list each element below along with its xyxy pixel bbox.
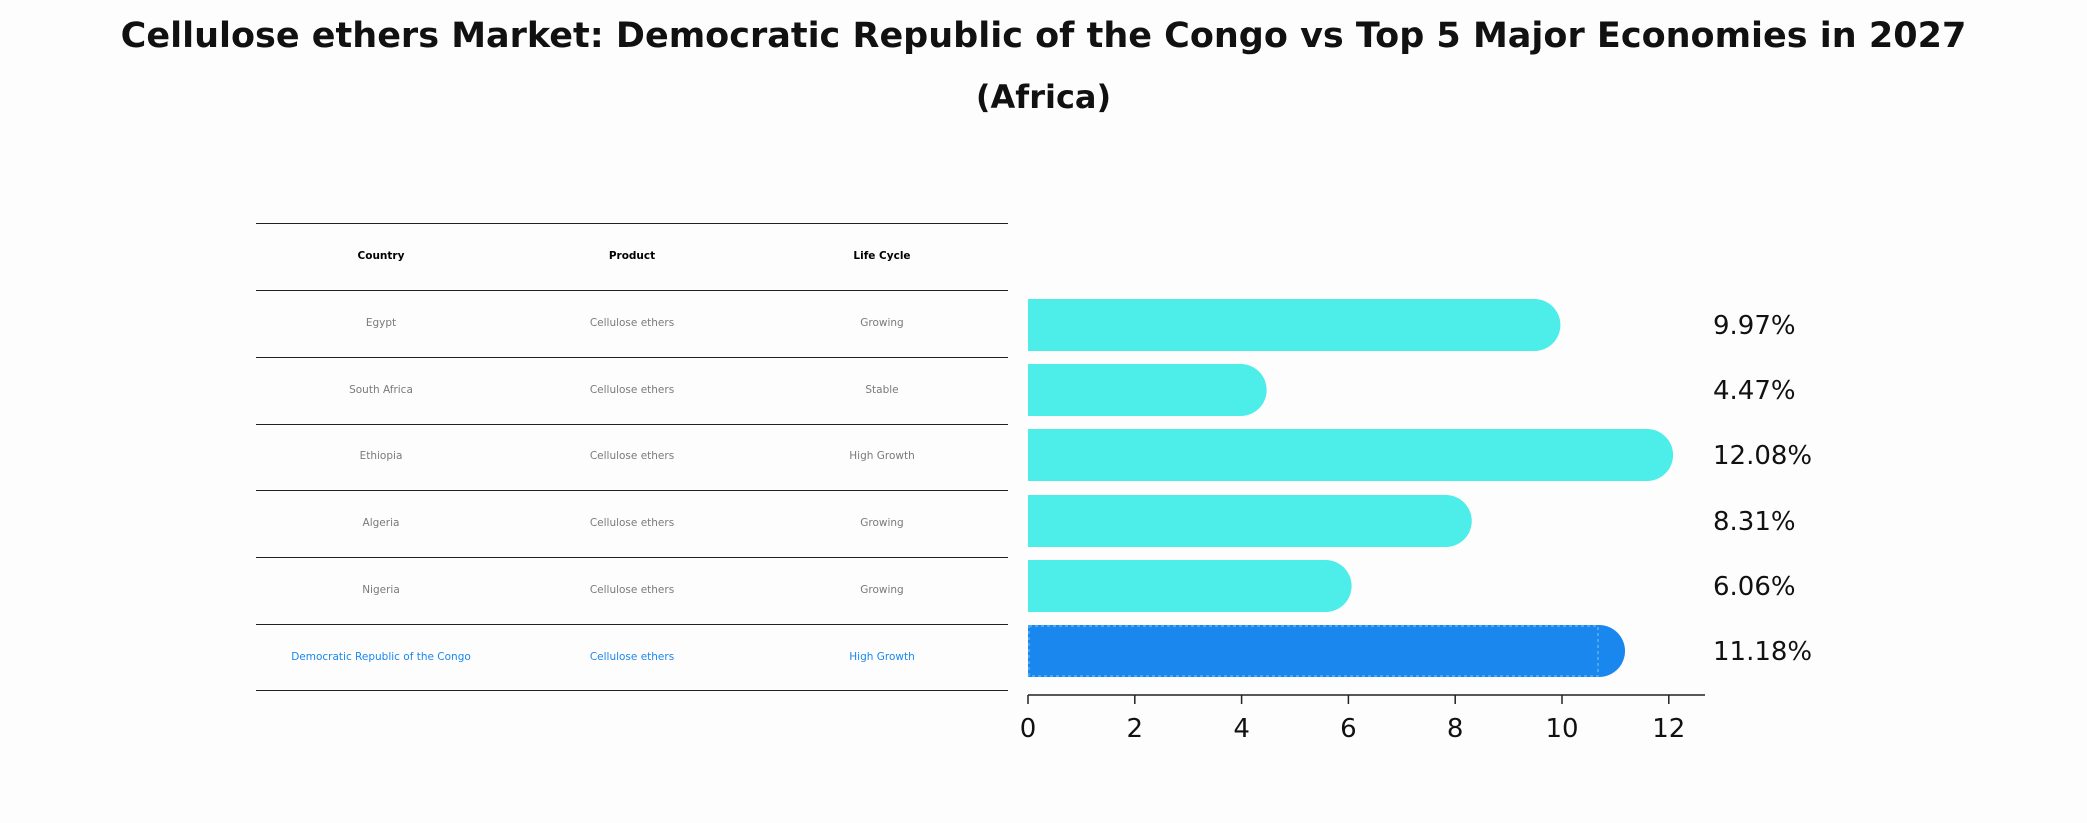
x-tick-label: 6	[1340, 714, 1357, 744]
table-cell-country: Democratic Republic of the Congo	[291, 651, 471, 663]
x-tick-label: 12	[1652, 714, 1685, 744]
table-header-cell: Life Cycle	[853, 250, 911, 262]
table-cell-product: Cellulose ethers	[589, 384, 675, 396]
x-tick-label: 2	[1127, 714, 1144, 744]
table-cell-country: Ethiopia	[359, 450, 403, 462]
x-tick-label: 8	[1447, 714, 1464, 744]
table-cell-life-cycle: Growing	[860, 584, 904, 596]
table-cell-product: Cellulose ethers	[589, 450, 675, 462]
table-cell-country: Algeria	[362, 517, 400, 529]
bar-democratic-republic-of-the-congo	[1028, 625, 1626, 677]
table-cell-product: Cellulose ethers	[589, 517, 675, 529]
bar-south-africa	[1028, 364, 1267, 416]
table-header-cell: Product	[608, 250, 656, 262]
bar-ethiopia	[1028, 429, 1674, 481]
table-rule	[256, 223, 1008, 224]
bar-algeria	[1028, 495, 1472, 547]
data-label: 6.06%	[1713, 572, 1796, 602]
bar-nigeria	[1028, 560, 1352, 612]
table-rule	[256, 557, 1008, 558]
table-cell-country: Egypt	[365, 317, 397, 329]
table-cell-country: Nigeria	[362, 584, 400, 596]
table-cell-life-cycle: Growing	[860, 317, 904, 329]
bar-highlight-outline	[1028, 625, 1600, 677]
table-cell-life-cycle: High Growth	[849, 651, 915, 663]
table-cell-product: Cellulose ethers	[589, 584, 675, 596]
x-tick-label: 0	[1020, 714, 1037, 744]
table-rule	[256, 290, 1008, 291]
table-cell-product: Cellulose ethers	[589, 317, 675, 329]
x-tick-label: 10	[1545, 714, 1578, 744]
data-label: 8.31%	[1713, 507, 1796, 537]
table-cell-life-cycle: High Growth	[849, 450, 915, 462]
table-cell-life-cycle: Stable	[865, 384, 899, 396]
table-cell-country: South Africa	[349, 384, 413, 396]
bar-egypt	[1028, 299, 1561, 351]
x-tick-label: 4	[1233, 714, 1250, 744]
table-cell-product: Cellulose ethers	[589, 651, 675, 663]
table-rule	[256, 490, 1008, 491]
table-rule	[256, 424, 1008, 425]
table-rule	[256, 357, 1008, 358]
table-rule	[256, 624, 1008, 625]
table-rule	[256, 690, 1008, 691]
table-cell-life-cycle: Growing	[860, 517, 904, 529]
data-label: 4.47%	[1713, 376, 1796, 406]
chart-subtitle: (Africa)	[975, 78, 1112, 116]
data-label: 9.97%	[1713, 311, 1796, 341]
chart-title: Cellulose ethers Market: Democratic Repu…	[120, 16, 1967, 56]
country-table: Country Product Life Cycle Egypt Cellulose e…	[0, 0, 1020, 823]
data-label: 11.18%	[1713, 637, 1812, 667]
data-label: 12.08%	[1713, 441, 1812, 471]
table-header-cell: Country	[357, 250, 405, 262]
